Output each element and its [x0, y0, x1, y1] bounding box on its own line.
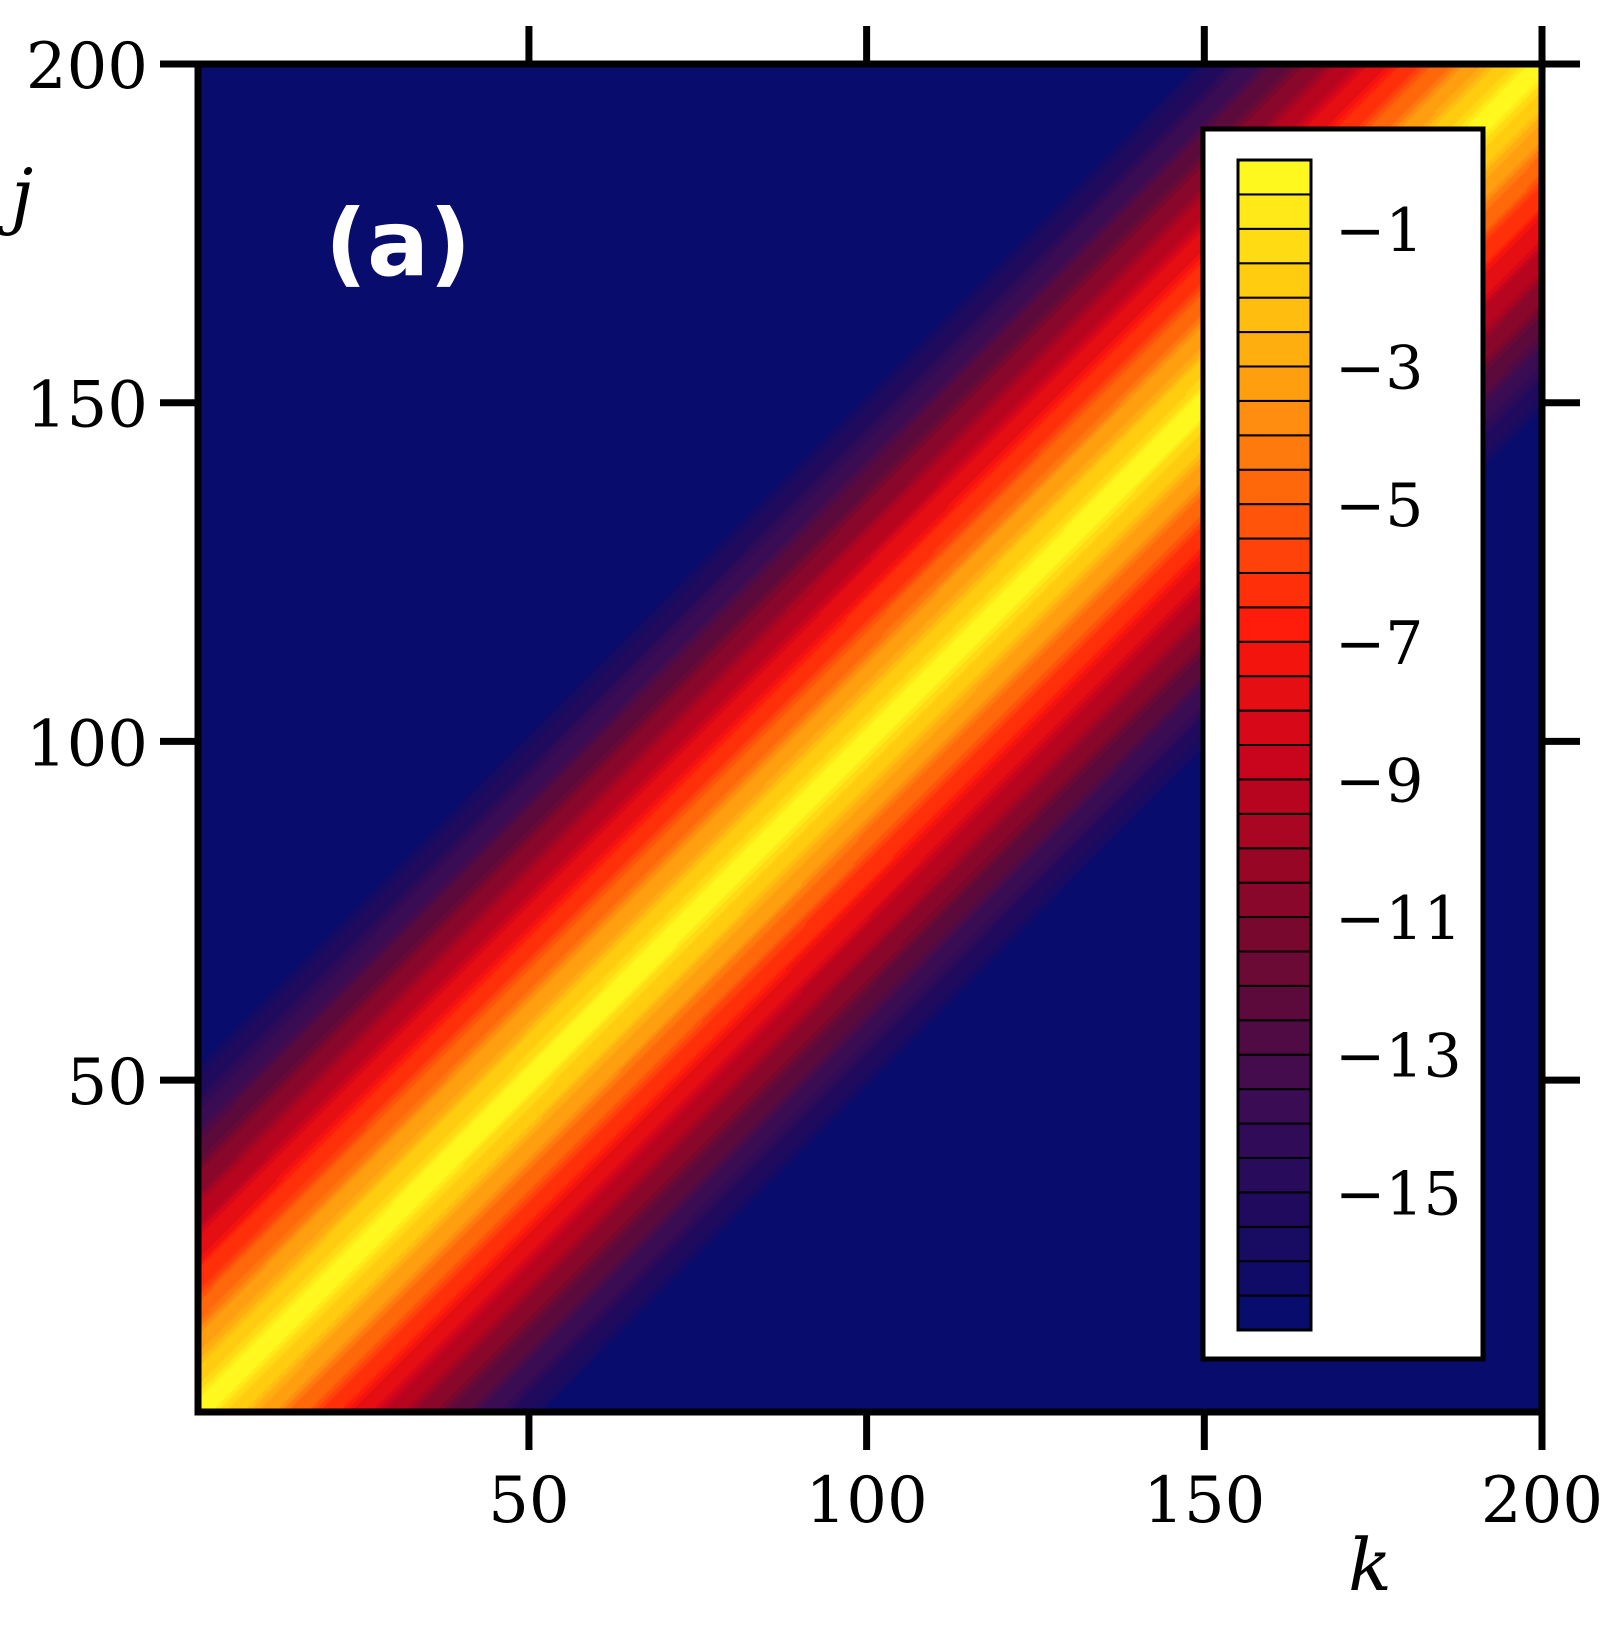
colorbar-segment [1237, 881, 1312, 919]
colorbar-segment [1237, 296, 1312, 334]
colorbar-tick-label: −15 [1335, 1159, 1462, 1229]
colorbar-segment [1237, 399, 1312, 437]
y-tick-label: 150 [26, 369, 148, 443]
colorbar-segment [1237, 468, 1312, 506]
colorbar-segment [1237, 1156, 1312, 1194]
colorbar-segment [1237, 606, 1312, 643]
colorbar-segment [1237, 537, 1312, 574]
colorbar-segment [1237, 1053, 1312, 1091]
colorbar-tick-label: −13 [1335, 1022, 1462, 1092]
colorbar-segment [1237, 950, 1312, 987]
x-tick-label: 150 [1143, 1464, 1265, 1538]
colorbar-segment [1237, 331, 1312, 368]
colorbar-segment [1237, 571, 1312, 609]
colorbar-segment [1237, 503, 1312, 540]
y-tick-label: 50 [67, 1046, 148, 1120]
colorbar-segment [1237, 709, 1312, 747]
x-tick-label: 50 [488, 1464, 569, 1538]
colorbar-tick-label: −9 [1335, 746, 1423, 816]
colorbar-segment [1237, 984, 1312, 1022]
colorbar-segment [1237, 1294, 1312, 1332]
colorbar-segment [1237, 1088, 1312, 1125]
y-tick-label: 200 [26, 30, 148, 104]
colorbar-segments [1237, 159, 1312, 1332]
colorbar-segment [1237, 1019, 1312, 1056]
colorbar-segment [1237, 744, 1312, 781]
colorbar-tick-label: −11 [1335, 884, 1462, 954]
colorbar-segment [1237, 434, 1312, 471]
colorbar-tick-label: −3 [1335, 333, 1423, 403]
x-axis-ticks: 50 100 150 200 [488, 26, 1603, 1538]
panel-label: (a) [325, 190, 471, 297]
colorbar-segment [1237, 1225, 1312, 1263]
colorbar-segment [1237, 262, 1312, 299]
colorbar-tick-label: −1 [1335, 196, 1423, 266]
colorbar-segment [1237, 1260, 1312, 1297]
colorbar-segment [1237, 1122, 1312, 1159]
x-tick-label: 200 [1481, 1464, 1603, 1538]
colorbar-segment [1237, 812, 1312, 850]
y-axis-ticks: 50 100 150 200 [26, 30, 1580, 1120]
colorbar-segment [1237, 778, 1312, 815]
y-tick-label: 100 [26, 707, 148, 781]
colorbar-segment [1237, 227, 1312, 265]
colorbar-segment [1237, 159, 1312, 196]
colorbar-segment [1237, 675, 1312, 712]
colorbar-segment [1237, 193, 1312, 230]
colorbar-tick-label: −5 [1335, 471, 1423, 541]
y-axis-label: j [0, 153, 33, 237]
colorbar-segment [1237, 365, 1312, 402]
colorbar-segment [1237, 640, 1312, 678]
colorbar-legend: −1 −3 −5 −7 −9 −11 −13 −15 [1200, 126, 1486, 1362]
x-tick-label: 100 [806, 1464, 928, 1538]
colorbar-segment [1237, 847, 1312, 884]
colorbar-tick-label: −7 [1335, 609, 1423, 679]
colorbar-frame [1236, 158, 1313, 1332]
colorbar-segment [1237, 916, 1312, 953]
x-axis-label: k [1348, 1523, 1392, 1607]
colorbar-segment [1237, 1191, 1312, 1228]
colorbar-tick-labels: −1 −3 −5 −7 −9 −11 −13 −15 [1335, 196, 1462, 1230]
